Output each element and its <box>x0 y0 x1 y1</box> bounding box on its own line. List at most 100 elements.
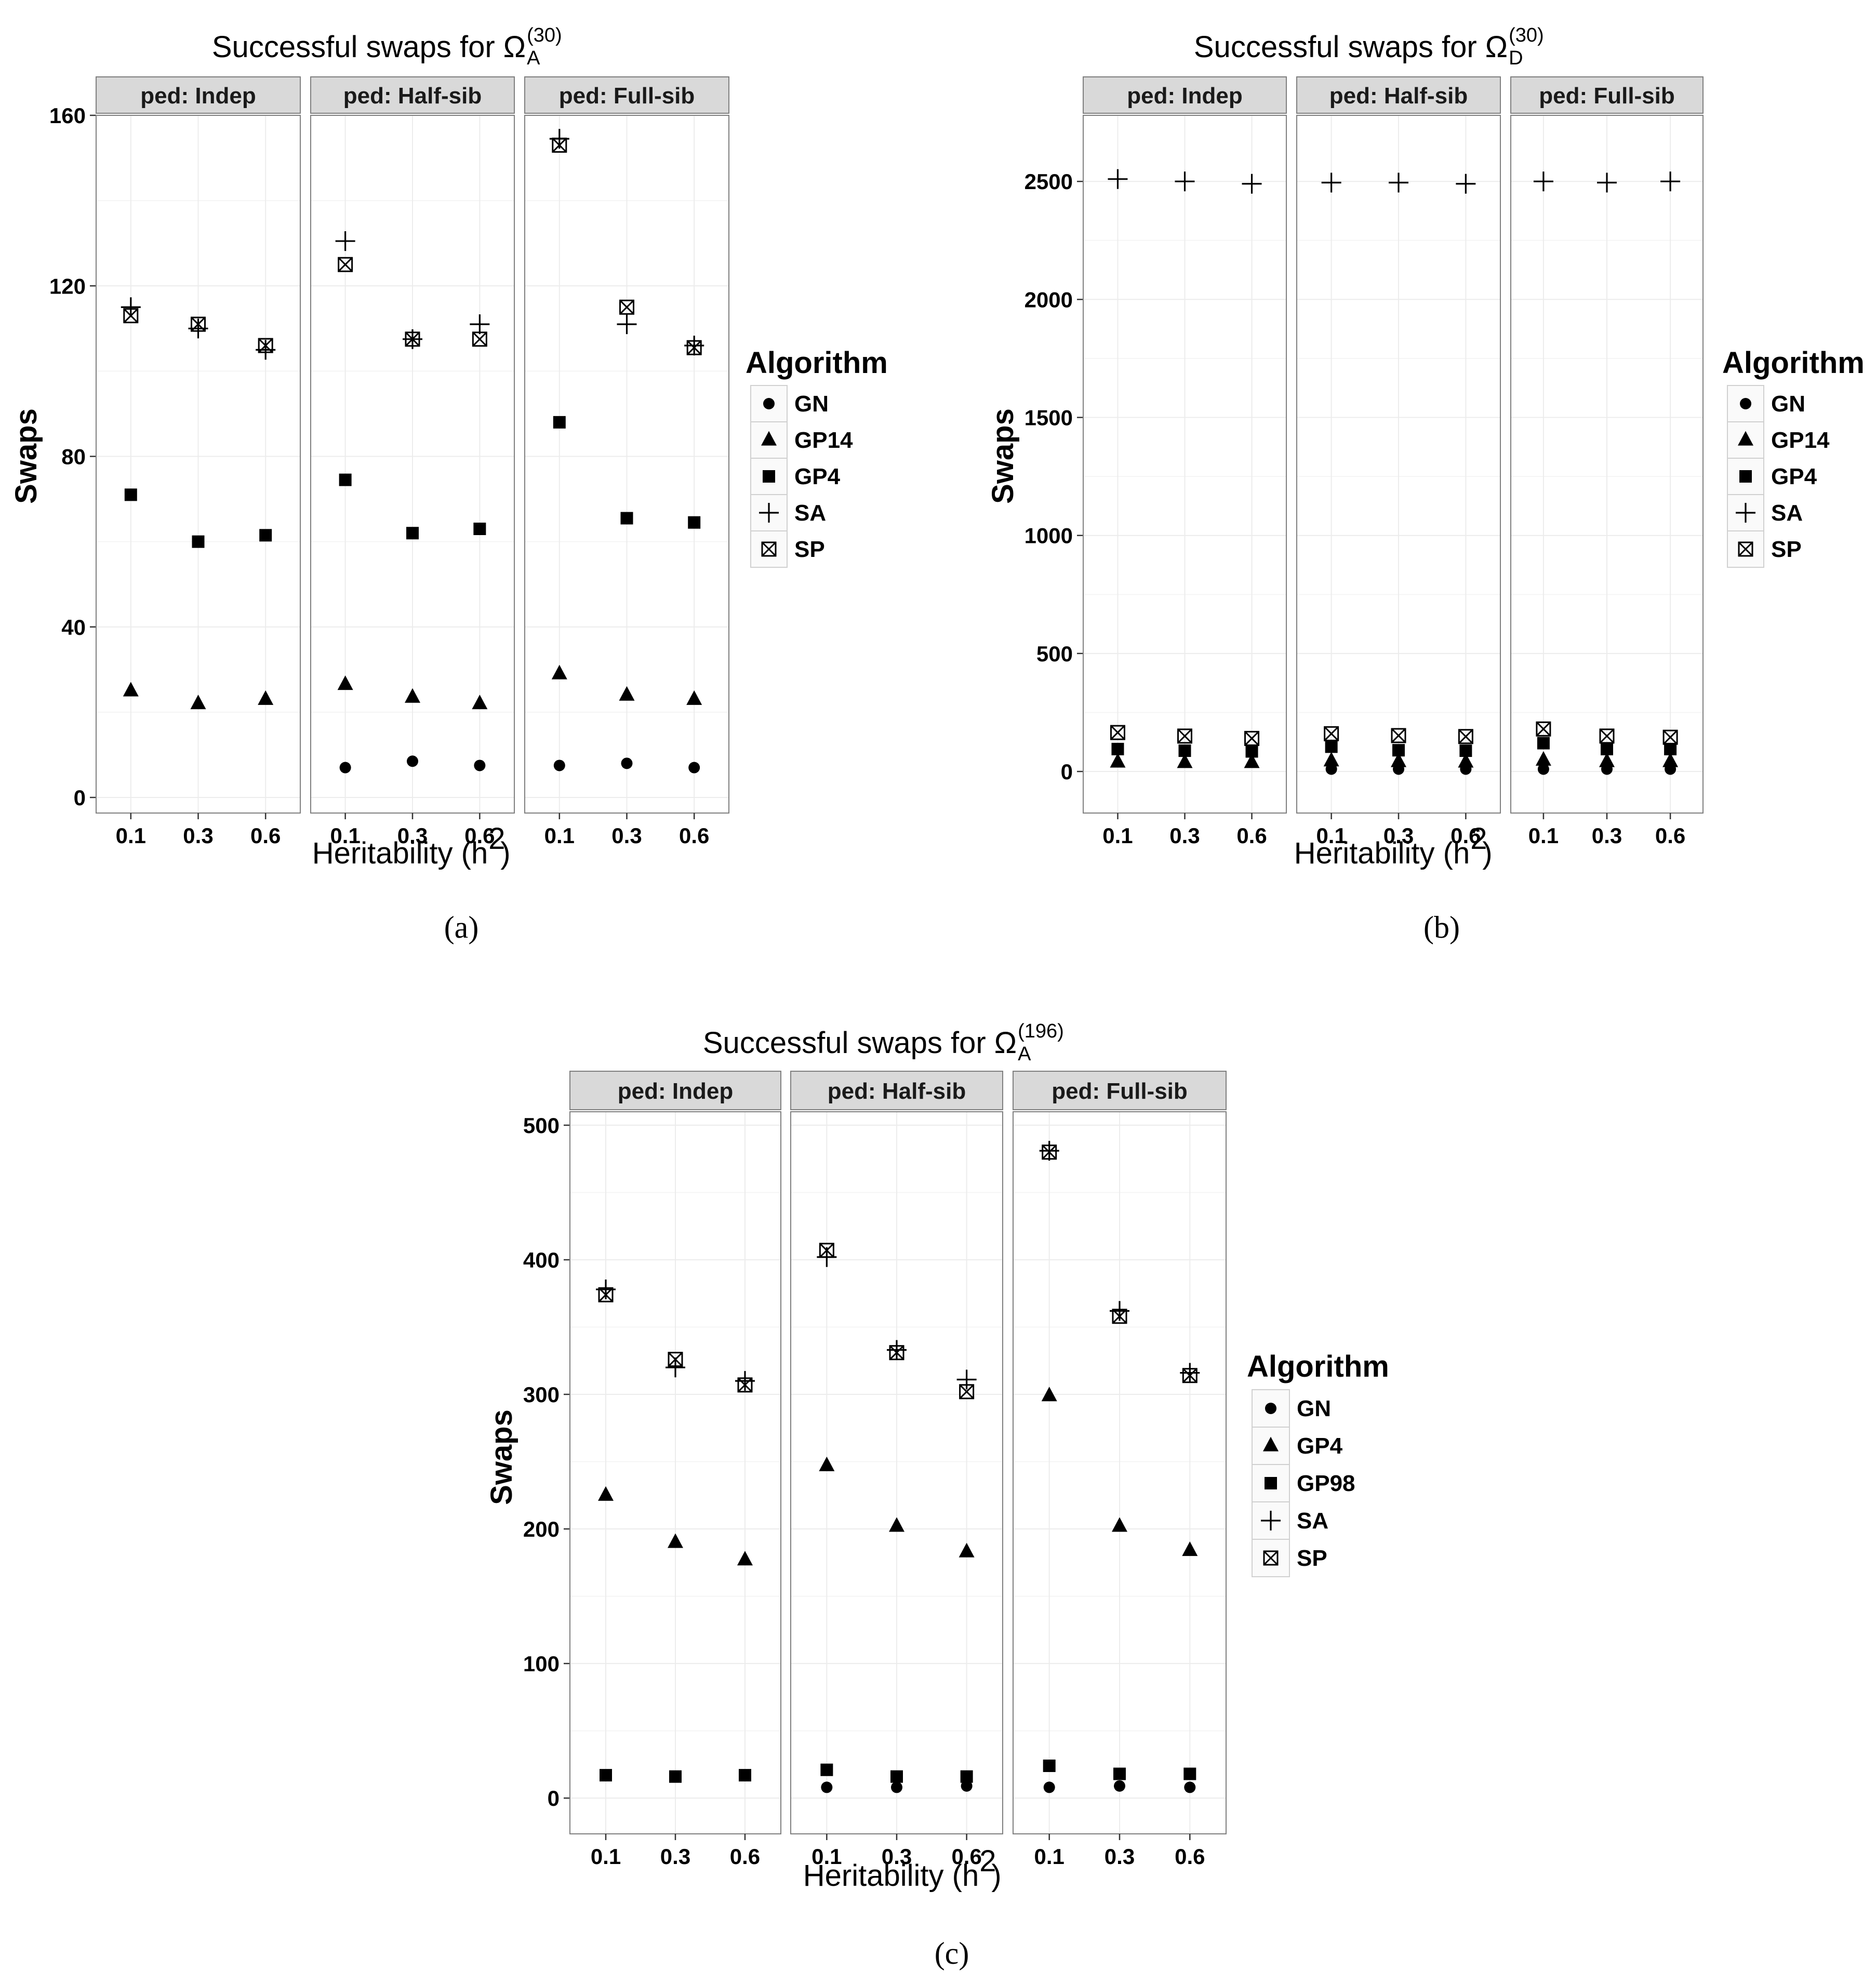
point-gn <box>1184 1781 1196 1793</box>
legend-title: Algorithm <box>746 346 888 380</box>
legend-marker-gn <box>1265 1403 1276 1414</box>
boxx-square <box>1391 728 1406 743</box>
facet-strip <box>1510 76 1704 114</box>
y-tick-label: 0 <box>74 785 86 810</box>
point-gp14 <box>1662 752 1679 767</box>
legend-marker-sp <box>1263 1550 1279 1566</box>
boxx-square <box>668 1352 683 1367</box>
facet-strip-label: ped: Half-sib <box>343 83 482 109</box>
x-tick-label: 0.1 <box>330 823 360 848</box>
point-gn <box>688 762 700 774</box>
point-sp <box>668 1352 683 1367</box>
boxx-square <box>737 1377 753 1393</box>
point-sp <box>1458 729 1473 744</box>
boxx-square <box>761 541 777 557</box>
point-gp98 <box>890 1770 903 1783</box>
legend-label-gn: GN <box>1297 1396 1331 1421</box>
point-gn <box>1537 763 1549 775</box>
facet-strip <box>96 76 301 114</box>
point-gp4 <box>406 527 419 540</box>
x-tick-label: 0.6 <box>464 823 495 848</box>
boxx-diag-2 <box>405 331 420 347</box>
legend-label-gn: GN <box>794 391 829 417</box>
legend: Algorithm GN GP4 GP98 SA SP <box>1247 1350 1389 1577</box>
boxx-diag-2 <box>1112 1309 1127 1324</box>
legend-label-sa: SA <box>794 500 826 526</box>
point-sa <box>956 1369 977 1390</box>
x-tick-label: 0.6 <box>1236 823 1267 848</box>
chart-title-superscript: (30) <box>527 24 562 46</box>
boxx-square <box>959 1384 975 1400</box>
figure-caption: (c) <box>935 1936 969 1970</box>
legend: Algorithm GN GP14 GP4 SA SP <box>746 346 888 568</box>
point-gp4 <box>620 512 633 525</box>
facet-strip-label: ped: Full-sib <box>1539 83 1675 109</box>
x-tick-label: 0.3 <box>882 1844 912 1869</box>
y-tick-label: 0 <box>548 1786 560 1810</box>
point-gp98 <box>820 1763 833 1776</box>
figure-caption: (b) <box>1423 910 1460 944</box>
boxx-square <box>552 137 567 153</box>
point-gp4 <box>1111 742 1124 755</box>
point-sp <box>737 1377 753 1393</box>
y-tick-label: 2000 <box>1025 287 1073 312</box>
panel-full-sib: ped: Full-sib 0.1 0.3 0.6 <box>524 76 729 848</box>
point-gp4 <box>1392 744 1405 757</box>
y-tick-label: 2500 <box>1025 169 1073 194</box>
point-sp <box>1110 725 1125 740</box>
boxx-square <box>1458 729 1473 744</box>
x-tick-label: 0.1 <box>544 823 575 848</box>
y-axis-title: Swaps <box>986 408 1020 504</box>
boxx-diag-2 <box>668 1352 683 1367</box>
point-gp14 <box>1391 752 1406 767</box>
x-tick-label: 0.1 <box>591 1844 621 1869</box>
legend-marker-gp4 <box>1263 1436 1279 1452</box>
x-tick-label: 0.1 <box>1528 823 1559 848</box>
facet-strip <box>1013 1071 1227 1110</box>
point-sp <box>619 299 634 315</box>
point-sp <box>1662 729 1678 745</box>
legend-label-gp14: GP14 <box>1771 428 1830 453</box>
chart-title-text: Successful swaps for Ω <box>1194 30 1508 64</box>
point-sp <box>405 331 420 347</box>
point-sp <box>686 340 702 355</box>
boxx-square <box>191 316 206 332</box>
legend-marker-gp4 <box>763 470 775 483</box>
panel-indep: ped: Indep 0.1 0.3 0.6 <box>96 76 301 848</box>
boxx-diag-2 <box>191 317 206 332</box>
facet-strip-label: ped: Full-sib <box>1052 1078 1188 1104</box>
point-gp98 <box>1043 1759 1056 1772</box>
point-sp <box>1599 728 1615 744</box>
boxx-square <box>819 1243 834 1258</box>
point-sp <box>123 308 139 324</box>
boxx-diag-2 <box>1263 1550 1279 1566</box>
facet-strip <box>524 76 729 114</box>
point-gp4 <box>598 1486 614 1501</box>
panel-half-sib: ped: Half-sib 0.1 0.3 0.6 <box>1296 76 1501 848</box>
y-tick-label: 400 <box>523 1248 560 1272</box>
point-gp14 <box>1458 753 1474 768</box>
panel-full-sib: ped: Full-sib 0.1 0.3 0.6 <box>1013 1071 1227 1869</box>
boxx-diag-2 <box>1599 728 1615 743</box>
x-tick-label: 0.3 <box>1169 823 1200 848</box>
point-gp14 <box>190 695 206 710</box>
point-gp4 <box>737 1551 753 1566</box>
boxx-diag-2 <box>472 331 487 347</box>
x-axis-title-close: ) <box>500 836 510 870</box>
x-tick-label: 0.3 <box>611 823 642 848</box>
point-gp14 <box>337 675 353 690</box>
boxx-square <box>1182 1368 1198 1383</box>
x-tick-label: 0.3 <box>660 1844 690 1869</box>
panel-half-sib: ped: Half-sib 0.1 0.3 0.6 <box>310 76 515 848</box>
x-tick-label: 0.3 <box>183 823 213 848</box>
y-tick-label: 100 <box>523 1652 560 1676</box>
legend-label-gn: GN <box>1771 391 1805 417</box>
y-tick-label: 500 <box>523 1113 560 1138</box>
gridlines <box>1083 115 1286 813</box>
boxx-diag-2 <box>737 1377 753 1392</box>
legend-title: Algorithm <box>1722 346 1865 380</box>
chart-c: Successful swaps for Ω (196)A Swaps 0 100 200… <box>485 1020 1389 1970</box>
panel-indep: ped: Indep 0.1 0.3 0.6 <box>1083 76 1287 848</box>
legend-label-sa: SA <box>1297 1508 1328 1534</box>
